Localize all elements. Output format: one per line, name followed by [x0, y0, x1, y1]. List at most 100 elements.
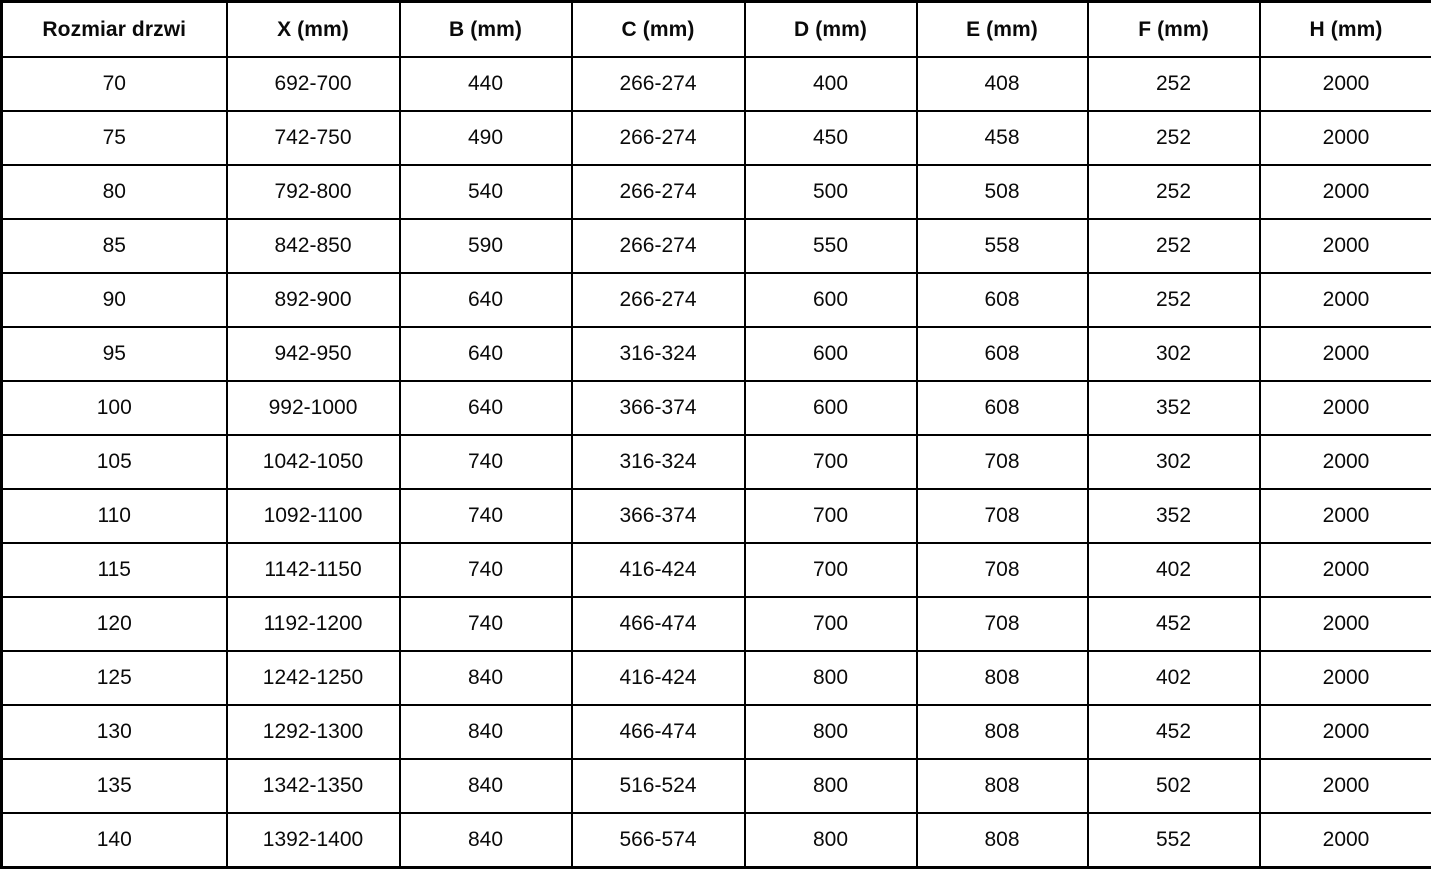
cell-measurement: 700 — [745, 597, 917, 651]
cell-measurement: 466-474 — [572, 705, 745, 759]
cell-door-size: 105 — [2, 435, 227, 489]
cell-measurement: 458 — [917, 111, 1088, 165]
cell-measurement: 416-424 — [572, 651, 745, 705]
cell-measurement: 942-950 — [227, 327, 400, 381]
cell-measurement: 742-750 — [227, 111, 400, 165]
column-header-h: H (mm) — [1260, 2, 1431, 58]
cell-measurement: 2000 — [1260, 705, 1431, 759]
cell-measurement: 466-474 — [572, 597, 745, 651]
cell-measurement: 266-274 — [572, 165, 745, 219]
cell-door-size: 140 — [2, 813, 227, 868]
cell-measurement: 316-324 — [572, 435, 745, 489]
cell-measurement: 590 — [400, 219, 572, 273]
cell-measurement: 808 — [917, 759, 1088, 813]
cell-measurement: 452 — [1088, 597, 1260, 651]
cell-measurement: 2000 — [1260, 759, 1431, 813]
cell-measurement: 700 — [745, 543, 917, 597]
cell-measurement: 252 — [1088, 219, 1260, 273]
cell-measurement: 842-850 — [227, 219, 400, 273]
cell-measurement: 740 — [400, 435, 572, 489]
cell-measurement: 2000 — [1260, 219, 1431, 273]
cell-measurement: 1392-1400 — [227, 813, 400, 868]
cell-measurement: 352 — [1088, 381, 1260, 435]
cell-measurement: 252 — [1088, 111, 1260, 165]
cell-measurement: 302 — [1088, 435, 1260, 489]
column-header-e: E (mm) — [917, 2, 1088, 58]
cell-measurement: 2000 — [1260, 435, 1431, 489]
cell-door-size: 130 — [2, 705, 227, 759]
column-header-b: B (mm) — [400, 2, 572, 58]
cell-measurement: 402 — [1088, 651, 1260, 705]
cell-measurement: 1142-1150 — [227, 543, 400, 597]
cell-measurement: 640 — [400, 327, 572, 381]
cell-measurement: 252 — [1088, 273, 1260, 327]
cell-door-size: 115 — [2, 543, 227, 597]
cell-door-size: 90 — [2, 273, 227, 327]
cell-measurement: 1342-1350 — [227, 759, 400, 813]
column-header-f: F (mm) — [1088, 2, 1260, 58]
cell-measurement: 692-700 — [227, 57, 400, 111]
cell-measurement: 1192-1200 — [227, 597, 400, 651]
cell-measurement: 2000 — [1260, 165, 1431, 219]
column-header-rozmiar-drzwi: Rozmiar drzwi — [2, 2, 227, 58]
cell-measurement: 840 — [400, 759, 572, 813]
cell-measurement: 608 — [917, 381, 1088, 435]
cell-measurement: 740 — [400, 489, 572, 543]
cell-measurement: 640 — [400, 381, 572, 435]
cell-measurement: 416-424 — [572, 543, 745, 597]
cell-measurement: 992-1000 — [227, 381, 400, 435]
cell-door-size: 70 — [2, 57, 227, 111]
cell-measurement: 2000 — [1260, 57, 1431, 111]
cell-measurement: 800 — [745, 705, 917, 759]
cell-measurement: 2000 — [1260, 597, 1431, 651]
cell-measurement: 800 — [745, 759, 917, 813]
cell-door-size: 75 — [2, 111, 227, 165]
cell-measurement: 640 — [400, 273, 572, 327]
cell-door-size: 125 — [2, 651, 227, 705]
cell-measurement: 740 — [400, 543, 572, 597]
cell-measurement: 700 — [745, 435, 917, 489]
cell-measurement: 266-274 — [572, 111, 745, 165]
cell-measurement: 2000 — [1260, 813, 1431, 868]
cell-measurement: 402 — [1088, 543, 1260, 597]
cell-measurement: 600 — [745, 327, 917, 381]
cell-measurement: 440 — [400, 57, 572, 111]
cell-door-size: 95 — [2, 327, 227, 381]
cell-measurement: 408 — [917, 57, 1088, 111]
cell-measurement: 508 — [917, 165, 1088, 219]
cell-measurement: 516-524 — [572, 759, 745, 813]
cell-measurement: 452 — [1088, 705, 1260, 759]
cell-measurement: 800 — [745, 651, 917, 705]
cell-measurement: 608 — [917, 273, 1088, 327]
cell-measurement: 840 — [400, 705, 572, 759]
cell-measurement: 808 — [917, 651, 1088, 705]
cell-measurement: 490 — [400, 111, 572, 165]
column-header-x: X (mm) — [227, 2, 400, 58]
cell-door-size: 100 — [2, 381, 227, 435]
cell-measurement: 708 — [917, 543, 1088, 597]
cell-measurement: 500 — [745, 165, 917, 219]
cell-measurement: 266-274 — [572, 273, 745, 327]
cell-measurement: 2000 — [1260, 543, 1431, 597]
cell-measurement: 550 — [745, 219, 917, 273]
cell-measurement: 840 — [400, 813, 572, 868]
cell-measurement: 252 — [1088, 57, 1260, 111]
cell-measurement: 266-274 — [572, 57, 745, 111]
cell-measurement: 316-324 — [572, 327, 745, 381]
cell-measurement: 708 — [917, 597, 1088, 651]
cell-measurement: 700 — [745, 489, 917, 543]
cell-measurement: 800 — [745, 813, 917, 868]
cell-measurement: 608 — [917, 327, 1088, 381]
cell-measurement: 840 — [400, 651, 572, 705]
